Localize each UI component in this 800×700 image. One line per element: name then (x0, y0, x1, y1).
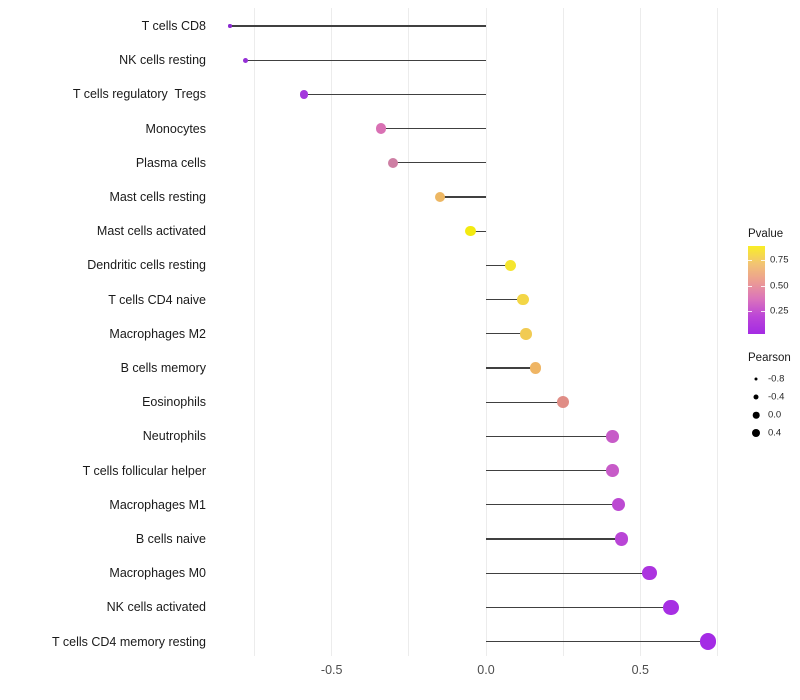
cell-type-label: Eosinophils (142, 395, 206, 410)
pvalue-colorbar (748, 246, 765, 334)
lollipop-line (486, 401, 564, 403)
lollipop-dot (517, 293, 529, 306)
lollipop-dot (663, 599, 679, 616)
lollipop-dot (556, 396, 570, 409)
lollipop-line (486, 504, 619, 506)
lollipop-dot (434, 192, 445, 202)
lollipop-dot (465, 225, 476, 237)
lollipop-dot (529, 362, 542, 374)
pvalue-tick-mark (761, 260, 765, 262)
lollipop-line (486, 640, 709, 643)
pearson-legend-row: -0.8 (748, 370, 800, 388)
cell-type-label: B cells memory (120, 361, 206, 375)
pearson-legend-dot (753, 394, 759, 400)
gridline (485, 8, 487, 656)
pvalue-tick-label: 0.75 (770, 254, 789, 266)
lollipop-line (486, 469, 613, 472)
pearson-legend-title: Pearson (748, 352, 791, 364)
gridline (562, 8, 564, 656)
lollipop-line (439, 196, 486, 198)
lollipop-line (486, 264, 511, 267)
pearson-legend-items: -0.8 -0.4 0.0 0.4 (748, 370, 800, 442)
pvalue-tick-label: 0.25 (770, 305, 789, 317)
lollipop-line (381, 127, 486, 130)
pearson-legend-dot (754, 377, 758, 381)
lollipop-line (486, 606, 672, 609)
lollipop-dot (228, 24, 232, 28)
cell-type-label: T cells CD4 memory resting (52, 634, 206, 649)
lollipop-dot (520, 328, 532, 340)
lollipop-line (486, 367, 536, 369)
pvalue-tick-mark (748, 260, 752, 262)
cell-type-label: Plasma cells (135, 155, 206, 170)
lollipop-line (486, 538, 622, 540)
lollipop-line (470, 230, 486, 232)
cell-type-label: B cells naive (135, 532, 206, 546)
cell-type-label: T cells follicular helper (82, 463, 206, 478)
gridline (408, 8, 410, 656)
lollipop-dot (375, 123, 387, 134)
cell-type-label: NK cells resting (119, 53, 206, 68)
lollipop-dot (299, 90, 309, 99)
lollipop-line (393, 162, 486, 164)
pvalue-legend: Pvalue 0.75 0.50 0.25 (748, 228, 800, 334)
lollipop-line (486, 298, 524, 301)
x-tick-label: -0.5 (320, 663, 343, 677)
lollipop-line (486, 435, 613, 438)
cell-type-label: Monocytes (145, 121, 206, 136)
pearson-legend-label: 0.0 (768, 409, 782, 421)
lollipop-dot (606, 464, 619, 477)
cell-type-label: T cells CD4 naive (108, 292, 206, 307)
pearson-legend-row: 0.4 (748, 424, 800, 442)
x-tick-label: 0.0 (477, 663, 495, 677)
gridline (639, 8, 641, 656)
lollipop-dot (242, 57, 248, 63)
pearson-legend-label: -0.4 (768, 391, 785, 403)
cell-type-label: Mast cells activated (96, 224, 206, 239)
lollipop-line (245, 59, 486, 61)
cell-type-label: Macrophages M0 (109, 566, 206, 581)
pearson-legend-label: 0.4 (768, 427, 782, 439)
cell-type-label: T cells regulatory Tregs (72, 87, 206, 102)
lollipop-line (229, 25, 486, 27)
lollipop-dot (642, 566, 657, 581)
gridline (331, 8, 333, 656)
cell-type-label: NK cells activated (106, 600, 206, 615)
lollipop-dot (504, 259, 517, 272)
pearson-legend-dot (752, 411, 760, 419)
pvalue-tick-mark (748, 310, 752, 312)
lollipop-line (486, 572, 650, 574)
lollipop-line (303, 93, 486, 96)
pvalue-tick-mark (761, 310, 765, 312)
lollipop-dot (606, 430, 619, 443)
cell-type-label: Mast cells resting (109, 190, 206, 204)
pearson-legend-dot (752, 429, 760, 437)
cell-type-label: Neutrophils (142, 429, 206, 444)
lollipop-dot (388, 157, 399, 168)
lollipop-dot (611, 498, 626, 512)
pvalue-legend-title: Pvalue (748, 228, 784, 240)
cell-type-label: Macrophages M1 (109, 497, 206, 512)
lollipop-dot (699, 633, 717, 650)
lollipop-dot (615, 532, 629, 546)
gridline (254, 8, 256, 656)
x-tick-label: 0.5 (631, 663, 649, 677)
pvalue-colorbar-wrap: 0.75 0.50 0.25 (748, 246, 800, 334)
pvalue-tick-label: 0.50 (770, 280, 789, 291)
cell-type-label: Dendritic cells resting (87, 258, 206, 273)
cell-type-label: Macrophages M2 (109, 326, 206, 341)
cell-type-label: T cells CD8 (141, 19, 206, 33)
pearson-legend-row: -0.4 (748, 388, 800, 406)
gridline (716, 8, 718, 656)
pearson-legend-label: -0.8 (768, 373, 785, 385)
pvalue-tick-mark (748, 285, 752, 287)
pearson-legend-row: 0.0 (748, 406, 800, 424)
pearson-legend: Pearson -0.8 -0.4 0.0 0.4 (748, 352, 800, 442)
lollipop-line (486, 333, 527, 335)
pvalue-tick-mark (761, 285, 765, 287)
